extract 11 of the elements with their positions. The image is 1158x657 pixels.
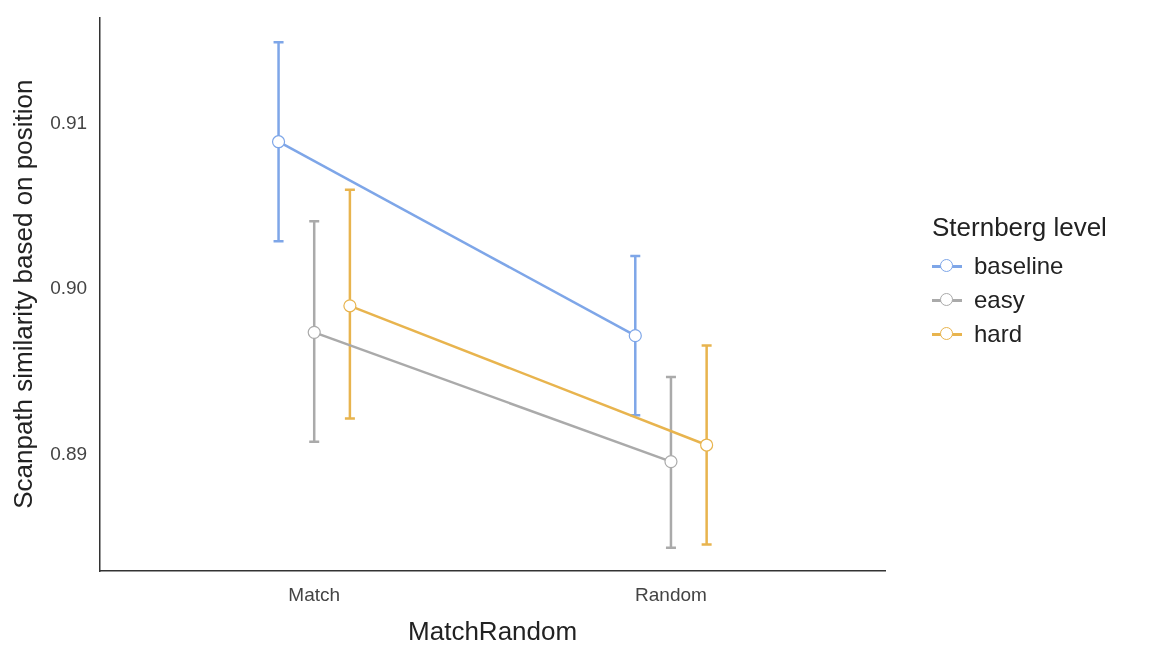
legend-label: easy	[974, 286, 1025, 314]
legend-label: baseline	[974, 252, 1064, 280]
y-tick-label: 0.91	[50, 111, 88, 133]
legend-label: hard	[974, 320, 1023, 348]
y-axis-title: Scanpath similarity based on position	[7, 79, 38, 509]
x-tick-label: Match	[288, 583, 341, 605]
x-tick-label: Random	[635, 583, 707, 605]
legend-title: Sternberg level	[932, 212, 1107, 243]
y-tick-label: 0.90	[50, 277, 88, 299]
x-axis-title: MatchRandom	[408, 615, 578, 646]
y-tick-label: 0.89	[50, 443, 88, 465]
